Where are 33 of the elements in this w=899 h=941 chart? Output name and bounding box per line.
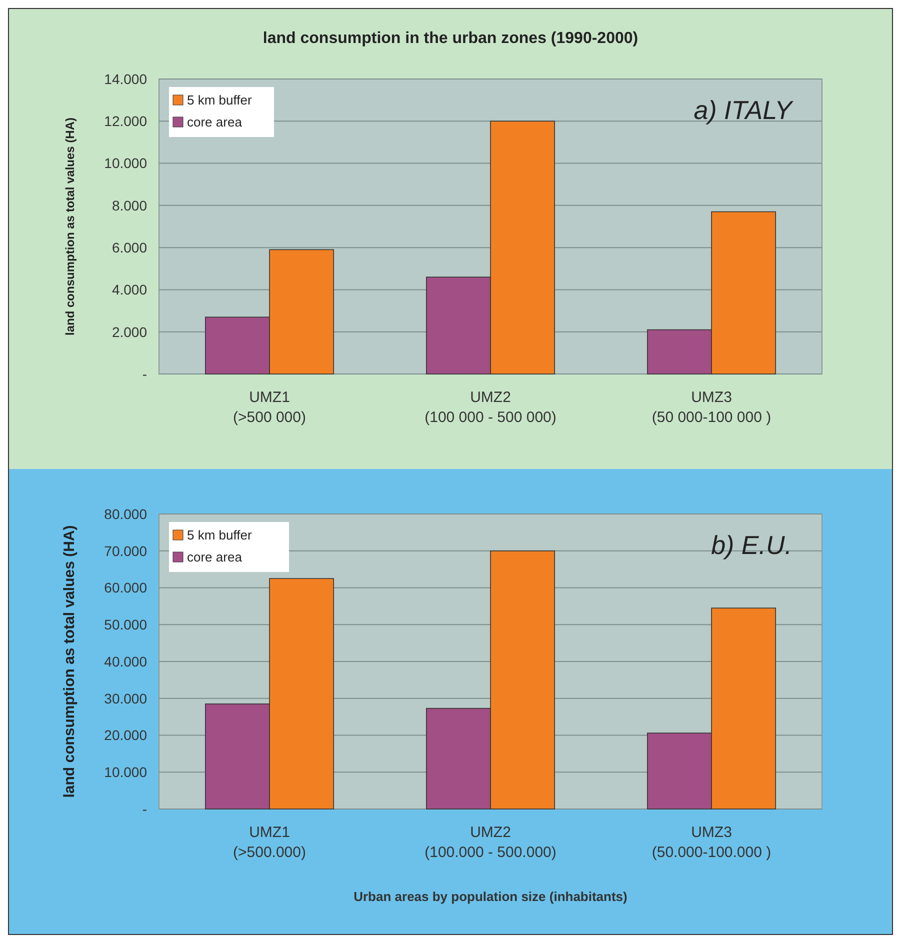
x-tick-label: UMZ3 (50 000-100 000 ): [652, 389, 772, 426]
y-tick-label: 4.000: [112, 282, 148, 298]
y-tick-label: -: [142, 800, 148, 817]
y-tick-label: -: [142, 366, 148, 382]
legend-label: core area: [187, 114, 243, 130]
annotation: b) E.U.: [711, 530, 792, 560]
y-tick-label: 10.000: [104, 155, 148, 172]
y-tick-label: 12.000: [104, 113, 148, 130]
legend-label: 5 km buffer: [187, 92, 252, 108]
y-tick-label: 80.000: [104, 506, 148, 522]
y-tick-label: 70.000: [104, 542, 148, 559]
y-tick-label: 40.000: [104, 653, 148, 670]
y-tick-label: 50.000: [104, 616, 148, 633]
legend-label: 5 km buffer: [187, 528, 252, 543]
x-tick-label: UMZ1 (>500.000): [233, 824, 306, 861]
annotation: a) ITALY: [694, 95, 794, 125]
y-axis-title: land consumption as total values (HA): [61, 525, 78, 798]
y-tick-label: 14.000: [104, 70, 148, 87]
y-tick-label: 10.000: [104, 764, 148, 780]
y-tick-label: 30.000: [104, 690, 148, 706]
legend-label: core area: [187, 550, 243, 565]
y-tick-label: 6.000: [112, 239, 148, 256]
y-tick-label: 60.000: [104, 580, 148, 596]
chart-title: land consumption in the urban zones (1990-2000): [262, 30, 638, 47]
y-axis-title: land consumption as total values (HA): [63, 117, 77, 336]
x-tick-label: UMZ3 (50.000-100.000 ): [652, 824, 772, 861]
y-tick-label: 2.000: [112, 324, 148, 340]
y-tick-label: 20.000: [104, 727, 148, 744]
x-tick-label: UMZ1 (>500 000): [233, 389, 306, 426]
x-axis-title: Urban areas by population size (inhabitants): [354, 889, 628, 904]
y-tick-label: 8.000: [112, 197, 148, 214]
x-tick-label: UMZ2 (100.000 - 500.000): [424, 824, 556, 861]
x-tick-label: UMZ2 (100 000 - 500 000): [424, 389, 556, 426]
